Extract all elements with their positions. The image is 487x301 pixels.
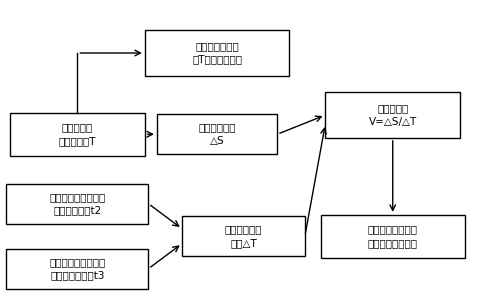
- Text: 声传输动态时间
差T判定移动方向: 声传输动态时间 差T判定移动方向: [192, 42, 242, 65]
- Bar: [10, 113, 145, 156]
- Text: 提离值计算纵向速
度形成矢量分析图: 提离值计算纵向速 度形成矢量分析图: [368, 225, 418, 248]
- Bar: [145, 30, 289, 76]
- Text: 提取涡流检测接收频
域波形中时间点t3: 提取涡流检测接收频 域波形中时间点t3: [49, 257, 106, 280]
- Bar: [6, 249, 149, 289]
- Text: 计算移动距离
△S: 计算移动距离 △S: [198, 123, 236, 146]
- Text: 计算相对位移
时间△T: 计算相对位移 时间△T: [225, 225, 262, 248]
- Bar: [320, 215, 465, 258]
- Bar: [325, 92, 460, 138]
- Text: 提取涡流检测发射频
域波形时间点t2: 提取涡流检测发射频 域波形时间点t2: [49, 192, 106, 215]
- Bar: [182, 216, 305, 256]
- Text: 提取声传输
动态时间差T: 提取声传输 动态时间差T: [58, 123, 96, 146]
- Bar: [6, 184, 149, 224]
- Bar: [157, 114, 277, 154]
- Text: 速度值计算
V=△S/△T: 速度值计算 V=△S/△T: [369, 104, 417, 127]
